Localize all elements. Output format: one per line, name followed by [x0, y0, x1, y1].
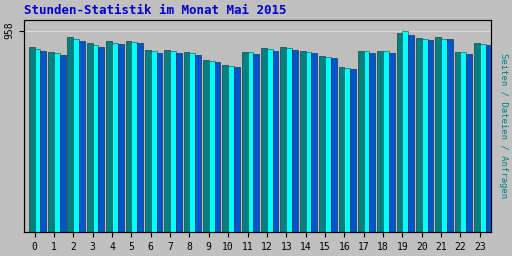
- Bar: [486, 45, 492, 232]
- Bar: [416, 38, 422, 232]
- Text: Stunden-Statistik im Monat Mai 2015: Stunden-Statistik im Monat Mai 2015: [24, 4, 286, 17]
- Bar: [447, 39, 453, 232]
- Bar: [377, 51, 383, 232]
- Bar: [311, 53, 317, 232]
- Bar: [215, 62, 220, 232]
- Bar: [98, 47, 104, 232]
- Bar: [29, 47, 34, 232]
- Bar: [466, 54, 472, 232]
- Bar: [132, 42, 137, 232]
- Bar: [184, 52, 189, 232]
- Bar: [422, 39, 428, 232]
- Bar: [87, 43, 93, 232]
- Bar: [189, 53, 195, 232]
- Bar: [338, 67, 345, 232]
- Bar: [435, 37, 441, 232]
- Bar: [242, 52, 247, 232]
- Bar: [474, 43, 480, 232]
- Bar: [358, 51, 364, 232]
- Bar: [209, 61, 215, 232]
- Bar: [145, 50, 151, 232]
- Bar: [222, 65, 228, 232]
- Bar: [118, 44, 123, 232]
- Bar: [350, 69, 356, 232]
- Bar: [292, 50, 298, 232]
- Bar: [345, 68, 350, 232]
- Bar: [112, 43, 118, 232]
- Bar: [48, 52, 54, 232]
- Bar: [170, 51, 176, 232]
- Bar: [157, 52, 162, 232]
- Bar: [164, 50, 170, 232]
- Y-axis label: Seiten / Dateien / Anfragen: Seiten / Dateien / Anfragen: [499, 53, 508, 198]
- Bar: [325, 57, 331, 232]
- Bar: [247, 52, 253, 232]
- Bar: [460, 52, 466, 232]
- Bar: [408, 36, 414, 232]
- Bar: [125, 41, 132, 232]
- Bar: [40, 51, 46, 232]
- Bar: [68, 37, 73, 232]
- Bar: [151, 51, 157, 232]
- Bar: [228, 66, 234, 232]
- Bar: [428, 40, 433, 232]
- Bar: [397, 33, 402, 232]
- Bar: [106, 41, 112, 232]
- Bar: [402, 31, 408, 232]
- Bar: [176, 52, 182, 232]
- Bar: [383, 51, 389, 232]
- Bar: [300, 51, 306, 232]
- Bar: [34, 49, 40, 232]
- Bar: [203, 60, 209, 232]
- Bar: [79, 41, 85, 232]
- Bar: [54, 53, 60, 232]
- Bar: [364, 51, 370, 232]
- Bar: [319, 56, 325, 232]
- Bar: [73, 39, 79, 232]
- Bar: [306, 52, 311, 232]
- Bar: [480, 44, 486, 232]
- Bar: [455, 52, 460, 232]
- Bar: [370, 53, 375, 232]
- Bar: [441, 39, 447, 232]
- Bar: [267, 49, 273, 232]
- Bar: [281, 47, 286, 232]
- Bar: [234, 67, 240, 232]
- Bar: [60, 55, 66, 232]
- Bar: [137, 43, 143, 232]
- Bar: [331, 58, 336, 232]
- Bar: [195, 55, 201, 232]
- Bar: [389, 53, 395, 232]
- Bar: [93, 45, 98, 232]
- Bar: [253, 54, 259, 232]
- Bar: [286, 48, 292, 232]
- Bar: [273, 51, 279, 232]
- Bar: [261, 48, 267, 232]
